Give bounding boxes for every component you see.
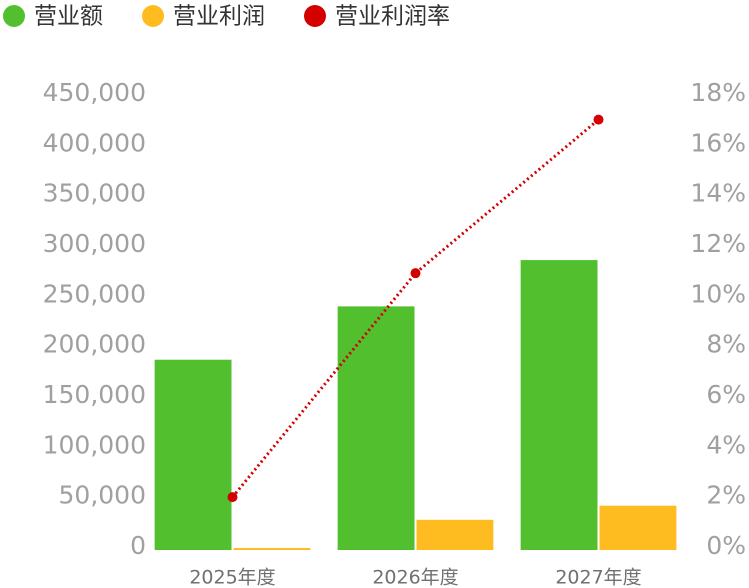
bar — [337, 306, 415, 550]
legend-marker — [304, 5, 326, 27]
y2-tick-label: 12% — [690, 229, 746, 258]
y-tick-label: 150,000 — [43, 380, 146, 409]
y2-tick-label: 2% — [706, 481, 746, 510]
line-point — [227, 492, 238, 503]
bar — [599, 505, 677, 550]
y-tick-label: 50,000 — [59, 481, 146, 510]
line-point — [410, 268, 421, 279]
line-point — [593, 114, 604, 125]
line — [231, 118, 600, 499]
y2-tick-label: 16% — [690, 128, 746, 157]
bar — [416, 519, 494, 550]
y2-tick-label: 6% — [706, 380, 746, 409]
x-tick-label: 2027年度 — [555, 567, 641, 588]
legend-label: 营业利润 — [173, 4, 265, 30]
y-tick-label: 100,000 — [43, 430, 146, 459]
y2-tick-label: 0% — [706, 531, 746, 560]
x-tick-label: 2025年度 — [189, 567, 275, 588]
bar — [233, 547, 311, 550]
y2-tick-label: 14% — [690, 179, 746, 208]
bar — [520, 260, 598, 550]
y2-tick-label: 18% — [690, 78, 746, 107]
y-tick-label: 400,000 — [43, 128, 146, 157]
legend-marker — [142, 5, 164, 27]
y-tick-label: 450,000 — [43, 78, 146, 107]
y-tick-label: 300,000 — [43, 229, 146, 258]
y2-tick-label: 4% — [706, 430, 746, 459]
y-tick-label: 200,000 — [43, 330, 146, 359]
x-tick-label: 2026年度 — [372, 567, 458, 588]
y-tick-label: 0 — [130, 531, 146, 560]
y-tick-label: 250,000 — [43, 279, 146, 308]
legend-marker — [3, 5, 25, 27]
bar — [154, 359, 232, 550]
y2-tick-label: 10% — [690, 279, 746, 308]
legend-label: 营业利润率 — [335, 4, 450, 30]
legend-label: 营业额 — [34, 4, 103, 30]
y2-tick-label: 8% — [706, 330, 746, 359]
y-tick-label: 350,000 — [43, 179, 146, 208]
